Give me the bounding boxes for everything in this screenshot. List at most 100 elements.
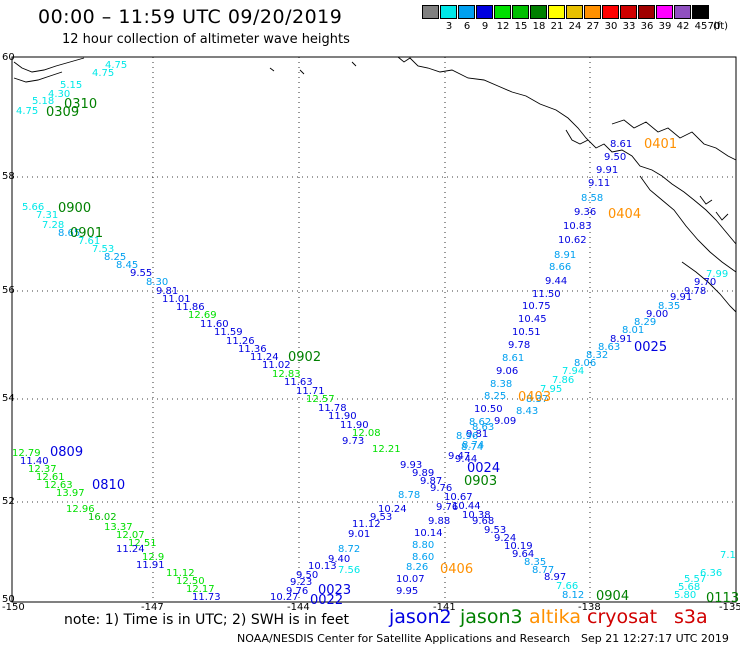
wave-height-value: 9.73 bbox=[342, 436, 364, 447]
wave-height-value: 5.68 bbox=[678, 582, 700, 593]
wave-height-value: 12.21 bbox=[372, 444, 401, 455]
wave-height-value: 16.02 bbox=[88, 512, 117, 523]
wave-height-value: 9.11 bbox=[588, 178, 610, 189]
wave-height-value: 9.53 bbox=[370, 512, 392, 523]
color-scale-label: 36 bbox=[640, 21, 654, 32]
pass-time-label: 0404 bbox=[608, 207, 641, 222]
wave-height-value: 8.77 bbox=[532, 565, 554, 576]
wave-height-value: 8.63 bbox=[598, 342, 620, 353]
pass-time-label: 0403 bbox=[518, 390, 551, 405]
wave-height-value: 8.96 bbox=[456, 431, 478, 442]
map-frame bbox=[11, 56, 737, 603]
wave-height-value: 4.75 bbox=[16, 106, 38, 117]
footer-note: note: 1) Time is in UTC; 2) SWH is in fe… bbox=[64, 612, 350, 628]
lat-label: 52 bbox=[2, 496, 15, 507]
wave-height-value: 13.37 bbox=[104, 522, 133, 533]
graticule-grid bbox=[12, 57, 736, 602]
color-swatch bbox=[530, 5, 547, 19]
lon-label: -135 bbox=[719, 602, 740, 613]
wave-height-value: 11.26 bbox=[226, 336, 255, 347]
wave-height-value: 11.36 bbox=[238, 344, 267, 355]
wave-height-value: 8.72 bbox=[338, 544, 360, 555]
wave-height-value: 8.78 bbox=[398, 490, 420, 501]
pass-time-label: 0904 bbox=[596, 589, 629, 604]
wave-height-value: 7.1 bbox=[720, 550, 736, 561]
wave-height-value: 10.13 bbox=[308, 561, 337, 572]
wave-height-value: 10.24 bbox=[378, 504, 407, 515]
wave-height-value: 4.75 bbox=[105, 60, 127, 71]
wave-height-value: 10.75 bbox=[522, 301, 551, 312]
wave-height-value: 8.29 bbox=[634, 317, 656, 328]
lat-label: 58 bbox=[2, 171, 15, 182]
wave-height-value: 8.25 bbox=[484, 391, 506, 402]
legend-altika: altika bbox=[529, 606, 581, 628]
wave-height-value: 10.50 bbox=[474, 404, 503, 415]
wave-height-value: 9.95 bbox=[396, 586, 418, 597]
wave-height-value: 12.37 bbox=[28, 464, 57, 475]
legend-jason2: jason2 bbox=[389, 606, 452, 628]
color-scale-label: 27 bbox=[586, 21, 600, 32]
wave-height-value: 7.61 bbox=[78, 236, 100, 247]
color-swatch bbox=[620, 5, 637, 19]
color-scale-label: 42 bbox=[676, 21, 690, 32]
wave-height-value: 8.38 bbox=[490, 379, 512, 390]
wave-height-value: 9.36 bbox=[574, 207, 596, 218]
wave-height-value: 13.97 bbox=[56, 488, 85, 499]
wave-height-value: 8.30 bbox=[146, 277, 168, 288]
legend-cryosat: cryosat bbox=[587, 606, 658, 628]
wave-height-value: 9.40 bbox=[328, 554, 350, 565]
wave-height-value: 5.66 bbox=[22, 202, 44, 213]
wave-height-value: 8.60 bbox=[412, 552, 434, 563]
wave-height-value: 8.61 bbox=[502, 353, 524, 364]
wave-height-value: 12.96 bbox=[66, 504, 95, 515]
wave-height-value: 12.61 bbox=[36, 472, 65, 483]
wave-height-value: 10.38 bbox=[462, 510, 491, 521]
wave-height-value: 8.58 bbox=[581, 193, 603, 204]
wave-height-value: 9.01 bbox=[348, 529, 370, 540]
wave-height-value: 10.14 bbox=[414, 528, 443, 539]
wave-height-value: 8.91 bbox=[610, 334, 632, 345]
wave-height-value: 12.63 bbox=[44, 480, 73, 491]
color-scale-label: 18 bbox=[532, 21, 546, 32]
wave-height-value: 8.61 bbox=[610, 139, 632, 150]
color-swatch bbox=[494, 5, 511, 19]
wave-height-value: 7.66 bbox=[556, 581, 578, 592]
wave-height-value: 8.37 bbox=[526, 394, 548, 405]
wave-height-value: 8.74 bbox=[462, 440, 484, 451]
color-scale-label: 21 bbox=[550, 21, 564, 32]
wave-height-value: 12.07 bbox=[116, 530, 145, 541]
wave-height-value: 12.69 bbox=[188, 310, 217, 321]
color-scale-label: 45 bbox=[694, 21, 708, 32]
wave-height-value: 9.24 bbox=[494, 533, 516, 544]
wave-height-value: 9.91 bbox=[596, 165, 618, 176]
color-swatch bbox=[566, 5, 583, 19]
wave-height-value: 11.01 bbox=[162, 294, 191, 305]
wave-height-value: 11.12 bbox=[166, 568, 195, 579]
pass-time-label: 0025 bbox=[634, 340, 667, 355]
wave-height-value: 10.27 bbox=[270, 592, 299, 603]
wave-height-value: 12.08 bbox=[352, 428, 381, 439]
wave-height-value: 10.45 bbox=[518, 314, 547, 325]
wave-height-value: 9.55 bbox=[130, 268, 152, 279]
wave-height-value: 8.01 bbox=[622, 325, 644, 336]
wave-height-value: 7.86 bbox=[552, 375, 574, 386]
generated-timestamp: Sep 21 12:27:17 UTC 2019 bbox=[581, 632, 729, 645]
color-scale-label: 12 bbox=[496, 21, 510, 32]
wave-height-value: 11.12 bbox=[352, 519, 381, 530]
wave-height-value: 9.53 bbox=[484, 525, 506, 536]
wave-height-value: 10.44 bbox=[452, 501, 481, 512]
wave-height-value: 11.91 bbox=[136, 560, 165, 571]
wave-height-value: 8.35 bbox=[658, 301, 680, 312]
wave-height-value: 8.45 bbox=[116, 260, 138, 271]
color-scale-label: 70 bbox=[707, 21, 721, 32]
color-scale-label: 6 bbox=[463, 21, 471, 32]
wave-height-value: 10.62 bbox=[558, 235, 587, 246]
color-swatch bbox=[548, 5, 565, 19]
wave-height-value: 9.76 bbox=[436, 502, 458, 513]
lat-label: 56 bbox=[2, 285, 15, 296]
pass-time-label: 0309 bbox=[46, 105, 79, 120]
lon-label: -144 bbox=[287, 602, 310, 613]
wave-height-value: 11.71 bbox=[296, 386, 325, 397]
